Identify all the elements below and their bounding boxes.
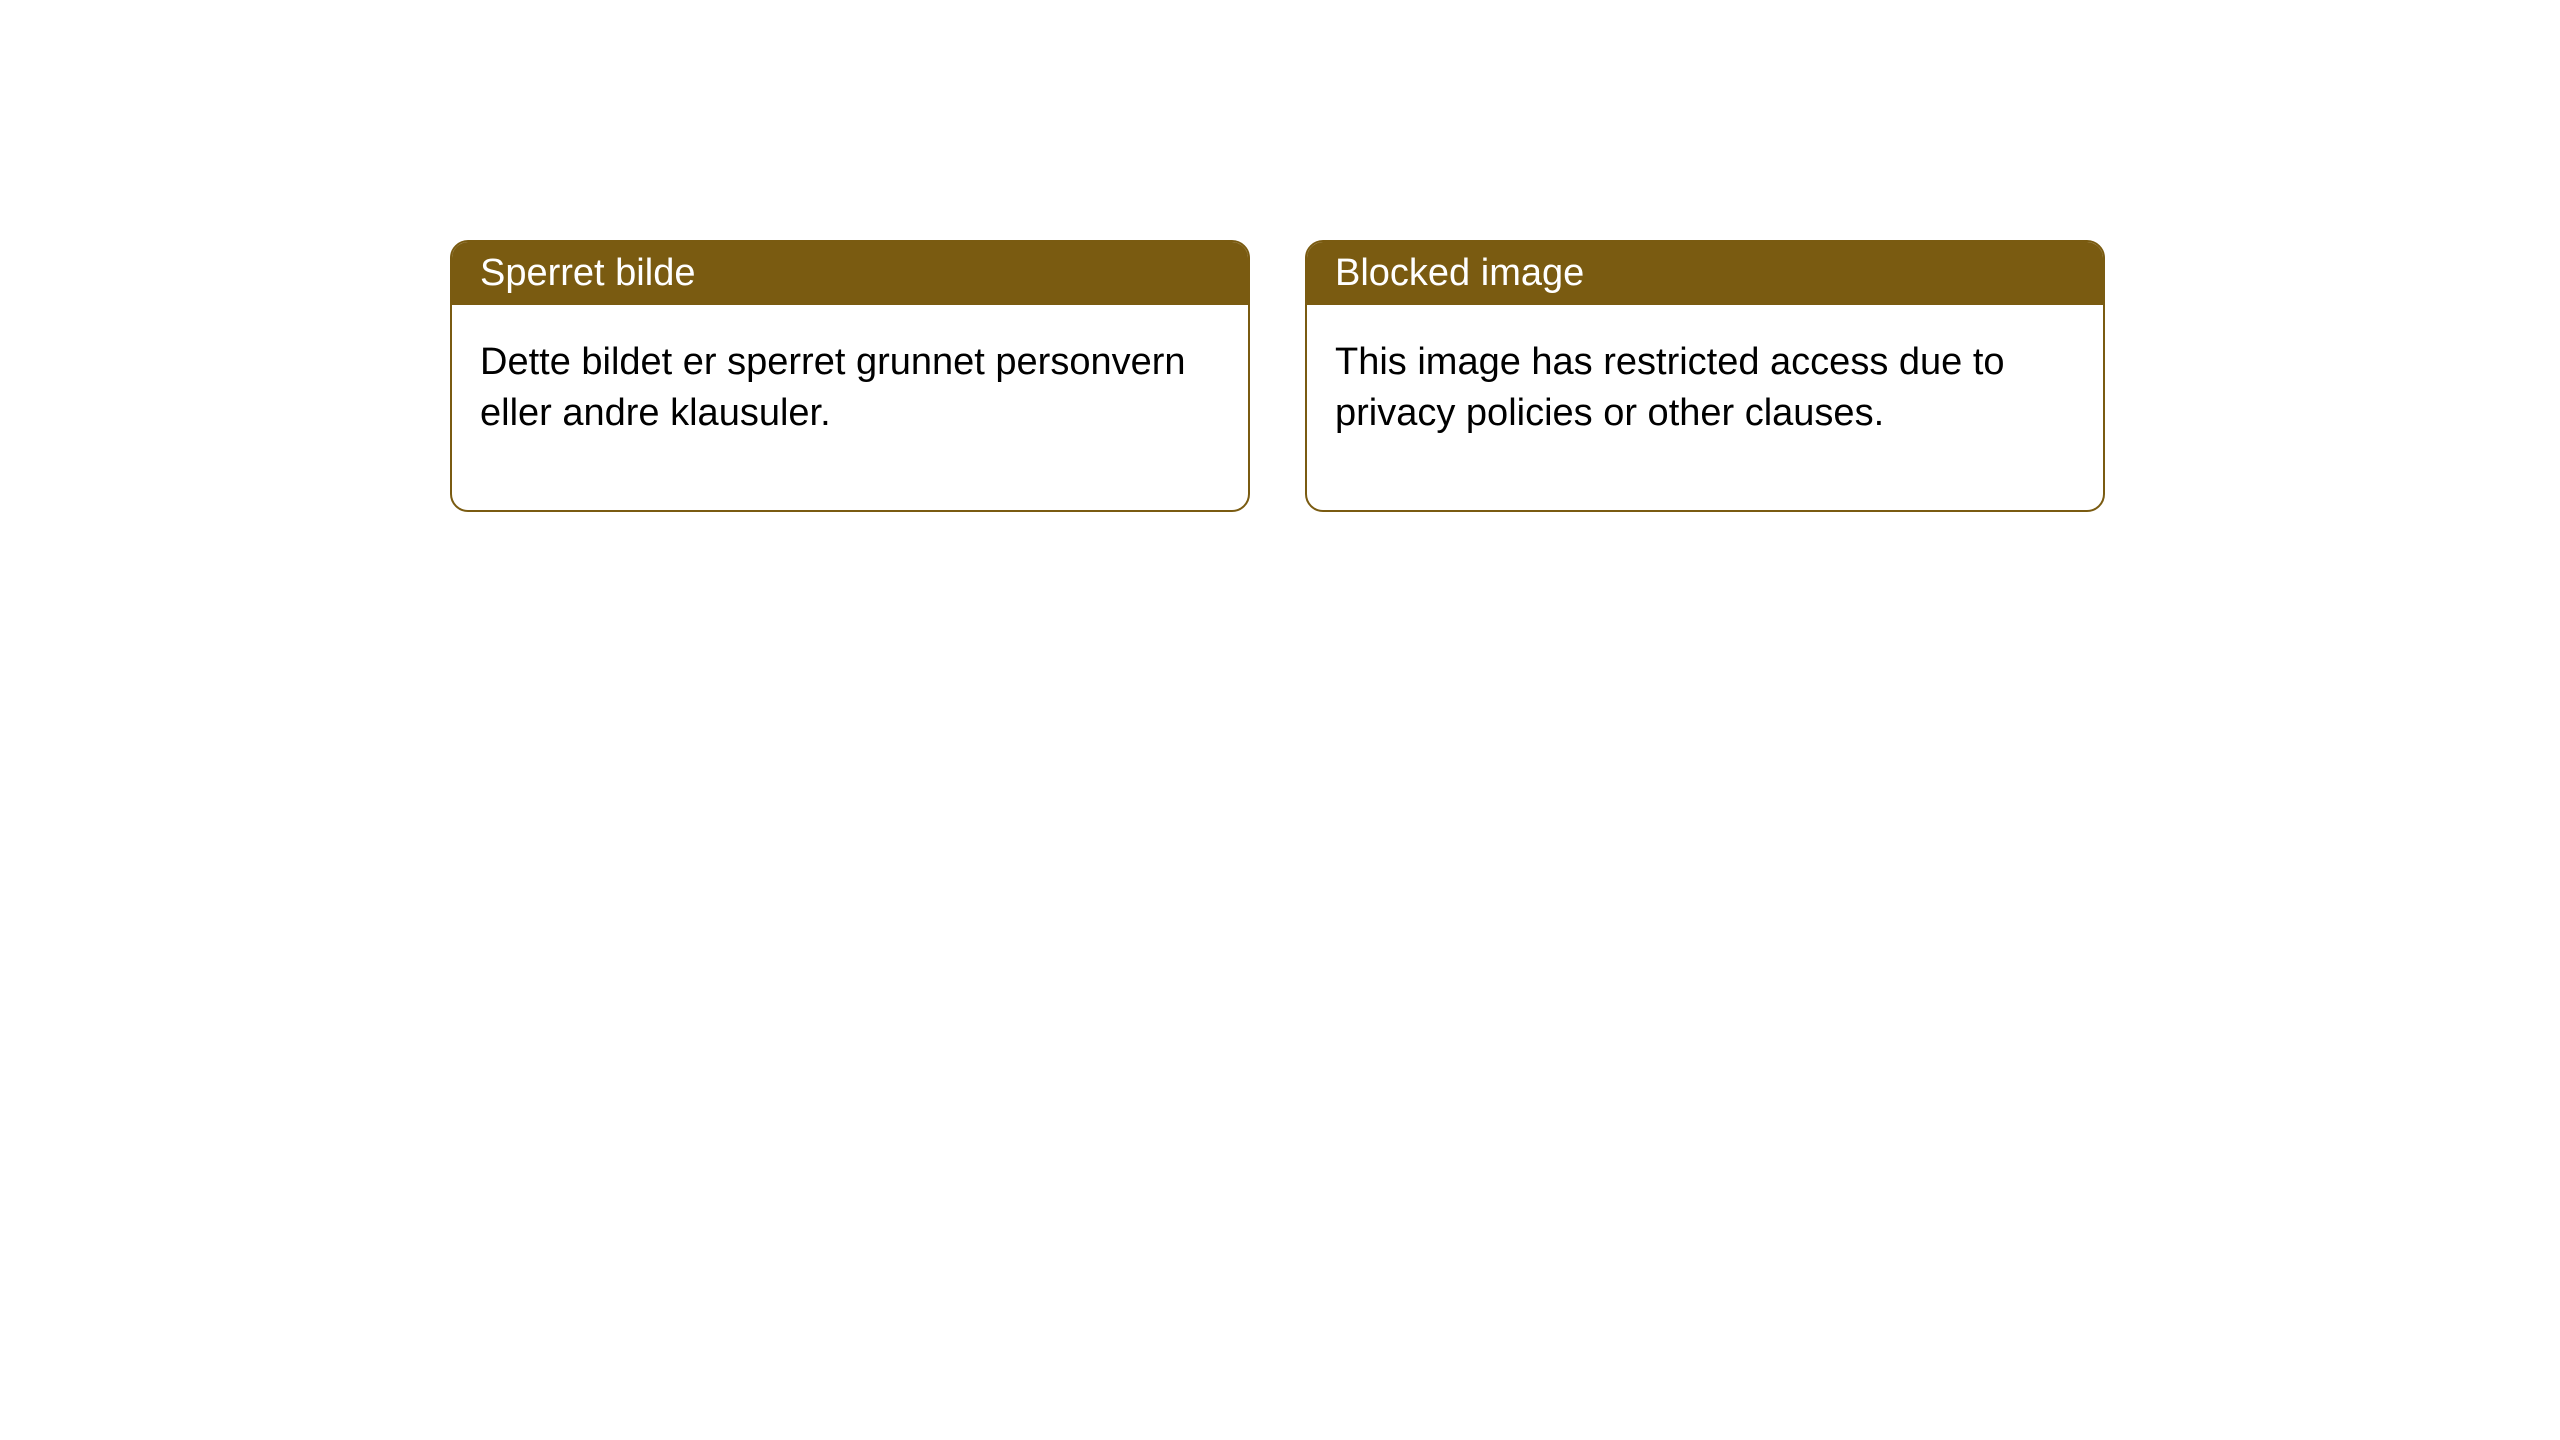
notice-header-norwegian: Sperret bilde	[452, 242, 1248, 305]
notice-body-english: This image has restricted access due to …	[1307, 305, 2103, 510]
notice-header-english: Blocked image	[1307, 242, 2103, 305]
notice-card-english: Blocked image This image has restricted …	[1305, 240, 2105, 512]
notice-body-norwegian: Dette bildet er sperret grunnet personve…	[452, 305, 1248, 510]
notice-card-norwegian: Sperret bilde Dette bildet er sperret gr…	[450, 240, 1250, 512]
notice-cards-container: Sperret bilde Dette bildet er sperret gr…	[450, 240, 2105, 512]
